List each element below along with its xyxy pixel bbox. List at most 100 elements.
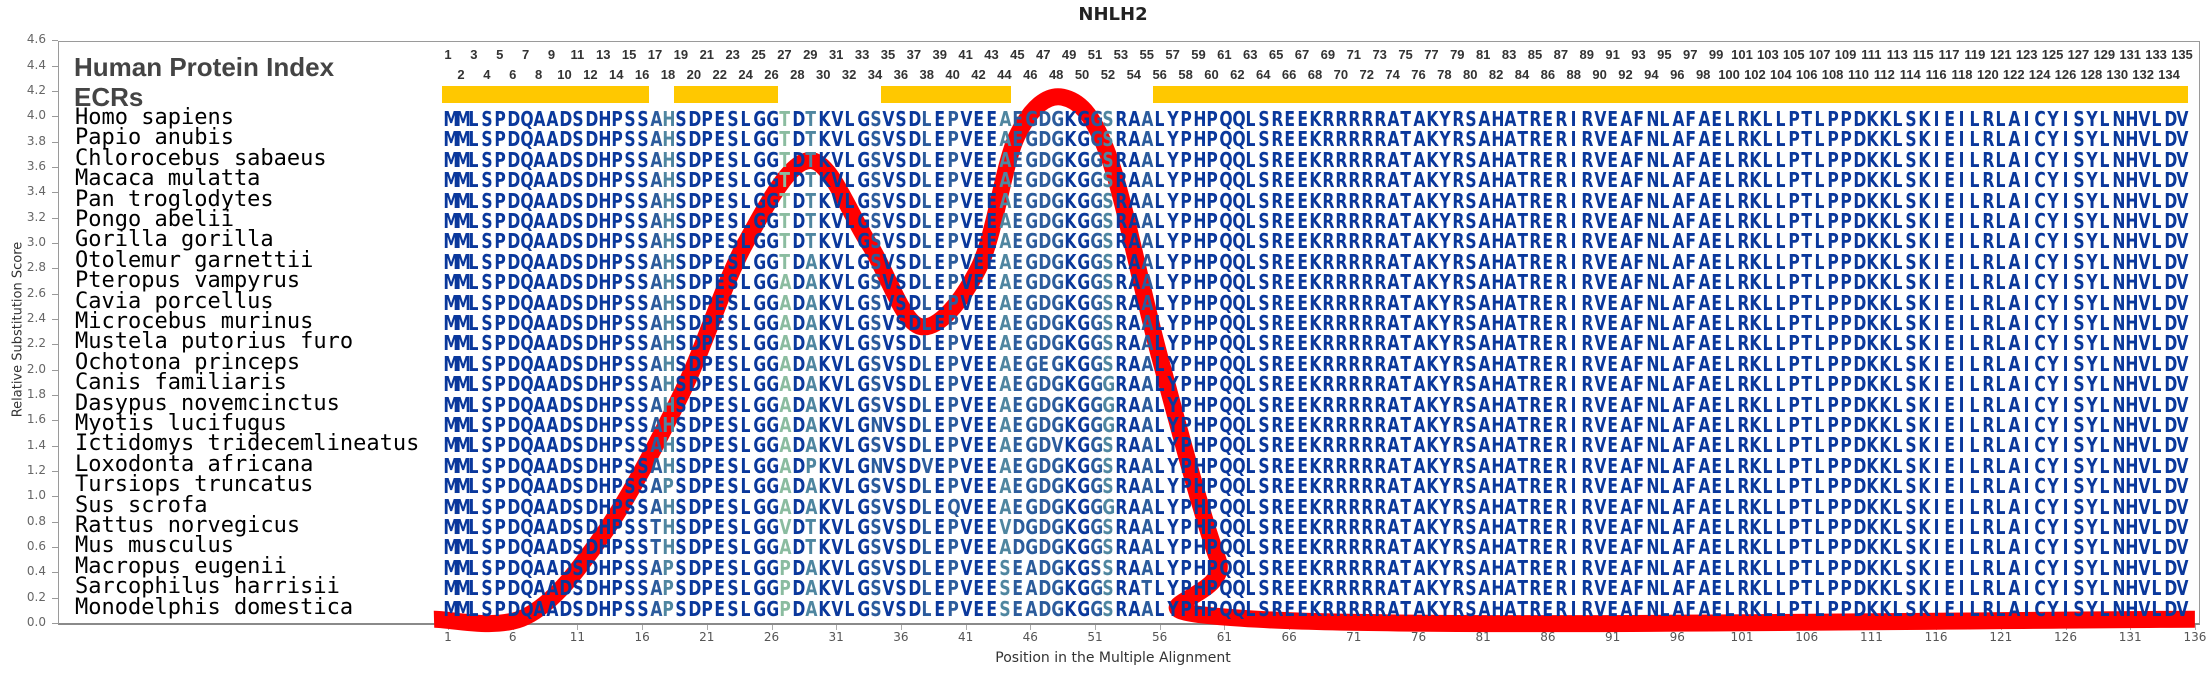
- residue: A: [1478, 333, 1490, 353]
- residue: R: [1362, 415, 1374, 435]
- residue: Q: [521, 374, 534, 394]
- residue: A: [534, 109, 546, 129]
- residue: E: [1711, 395, 1722, 415]
- residue: R: [1556, 293, 1568, 313]
- residue: H: [1491, 293, 1504, 313]
- residue: L: [1996, 170, 2006, 190]
- residue: K: [1918, 456, 1930, 476]
- residue: S: [624, 374, 635, 394]
- residue: T: [1400, 537, 1411, 557]
- residue: I: [1931, 109, 1941, 129]
- residue: K: [1750, 191, 1762, 211]
- residue: R: [1582, 211, 1594, 231]
- residue: K: [1918, 435, 1930, 455]
- residue: E: [1297, 435, 1308, 455]
- residue: K: [1879, 456, 1891, 476]
- residue: K: [818, 313, 830, 333]
- residue: G: [766, 211, 779, 231]
- residue: L: [2151, 170, 2161, 190]
- residue: T: [1802, 231, 1813, 251]
- residue: R: [1349, 129, 1361, 149]
- residue: K: [1866, 170, 1878, 190]
- residue: T: [1400, 578, 1411, 598]
- residue: S: [896, 211, 907, 231]
- residue: L: [1245, 558, 1255, 578]
- residue: E: [1297, 537, 1308, 557]
- residue: Y: [2047, 599, 2058, 619]
- residue: V: [831, 191, 843, 211]
- residue: V: [2138, 313, 2150, 333]
- residue: R: [1582, 374, 1594, 394]
- residue: D: [2164, 537, 2177, 557]
- residue: V: [1595, 231, 1607, 251]
- residue: E: [1543, 129, 1554, 149]
- residue: S: [870, 109, 881, 129]
- residue: Y: [1168, 476, 1179, 496]
- residue: L: [2151, 374, 2161, 394]
- residue: E: [986, 150, 997, 170]
- residue: Y: [1439, 558, 1450, 578]
- residue: V: [883, 333, 895, 353]
- residue: C: [2035, 395, 2046, 415]
- residue: H: [598, 354, 611, 374]
- y-tick-mark: [52, 90, 58, 92]
- residue: Q: [1219, 170, 1232, 190]
- residue: V: [883, 211, 895, 231]
- residue: I: [2022, 476, 2032, 496]
- residue: G: [857, 395, 870, 415]
- residue: A: [546, 578, 558, 598]
- residue: Y: [2047, 211, 2058, 231]
- residue: I: [1957, 109, 1967, 129]
- residue: A: [1504, 374, 1516, 394]
- residue: L: [1815, 456, 1825, 476]
- residue: L: [1815, 313, 1825, 333]
- residue: L: [1776, 231, 1786, 251]
- residue: I: [1569, 435, 1579, 455]
- residue: R: [1336, 537, 1348, 557]
- residue: E: [1608, 313, 1619, 333]
- residue: D: [585, 558, 598, 578]
- residue: T: [1802, 599, 1813, 619]
- residue: L: [1659, 537, 1669, 557]
- residue: Q: [1232, 191, 1245, 211]
- residue: R: [1556, 313, 1568, 333]
- residue: S: [1465, 293, 1476, 313]
- residue: V: [883, 599, 895, 619]
- residue: L: [1970, 170, 1980, 190]
- residue: S: [676, 558, 687, 578]
- residue: L: [1245, 170, 1255, 190]
- residue: D: [2164, 599, 2177, 619]
- residue: L: [469, 374, 479, 394]
- residue: T: [1400, 497, 1411, 517]
- residue: V: [961, 395, 973, 415]
- residue: K: [1750, 415, 1762, 435]
- x-tick-label: 116: [1916, 630, 1956, 644]
- residue: P: [1789, 272, 1800, 292]
- residue: D: [508, 252, 521, 272]
- residue: H: [1193, 578, 1206, 598]
- residue: S: [728, 272, 739, 292]
- residue: D: [689, 211, 702, 231]
- residue: V: [2177, 252, 2189, 272]
- residue: L: [2099, 231, 2109, 251]
- residue: I: [1569, 354, 1579, 374]
- position-number: 8: [524, 67, 554, 82]
- residue: Y: [2086, 415, 2097, 435]
- residue: L: [741, 517, 751, 537]
- residue: R: [1349, 313, 1361, 333]
- residue: S: [637, 435, 648, 455]
- residue: D: [1038, 599, 1051, 619]
- residue: E: [1297, 333, 1308, 353]
- residue: A: [534, 313, 546, 333]
- residue: M: [443, 599, 459, 619]
- residue: S: [1905, 476, 1916, 496]
- residue: A: [546, 599, 558, 619]
- residue: T: [1517, 293, 1528, 313]
- residue: L: [1724, 456, 1734, 476]
- residue: D: [792, 211, 805, 231]
- residue: A: [999, 252, 1011, 272]
- residue: S: [896, 191, 907, 211]
- residue: L: [922, 252, 932, 272]
- residue: S: [1103, 129, 1114, 149]
- residue: K: [818, 354, 830, 374]
